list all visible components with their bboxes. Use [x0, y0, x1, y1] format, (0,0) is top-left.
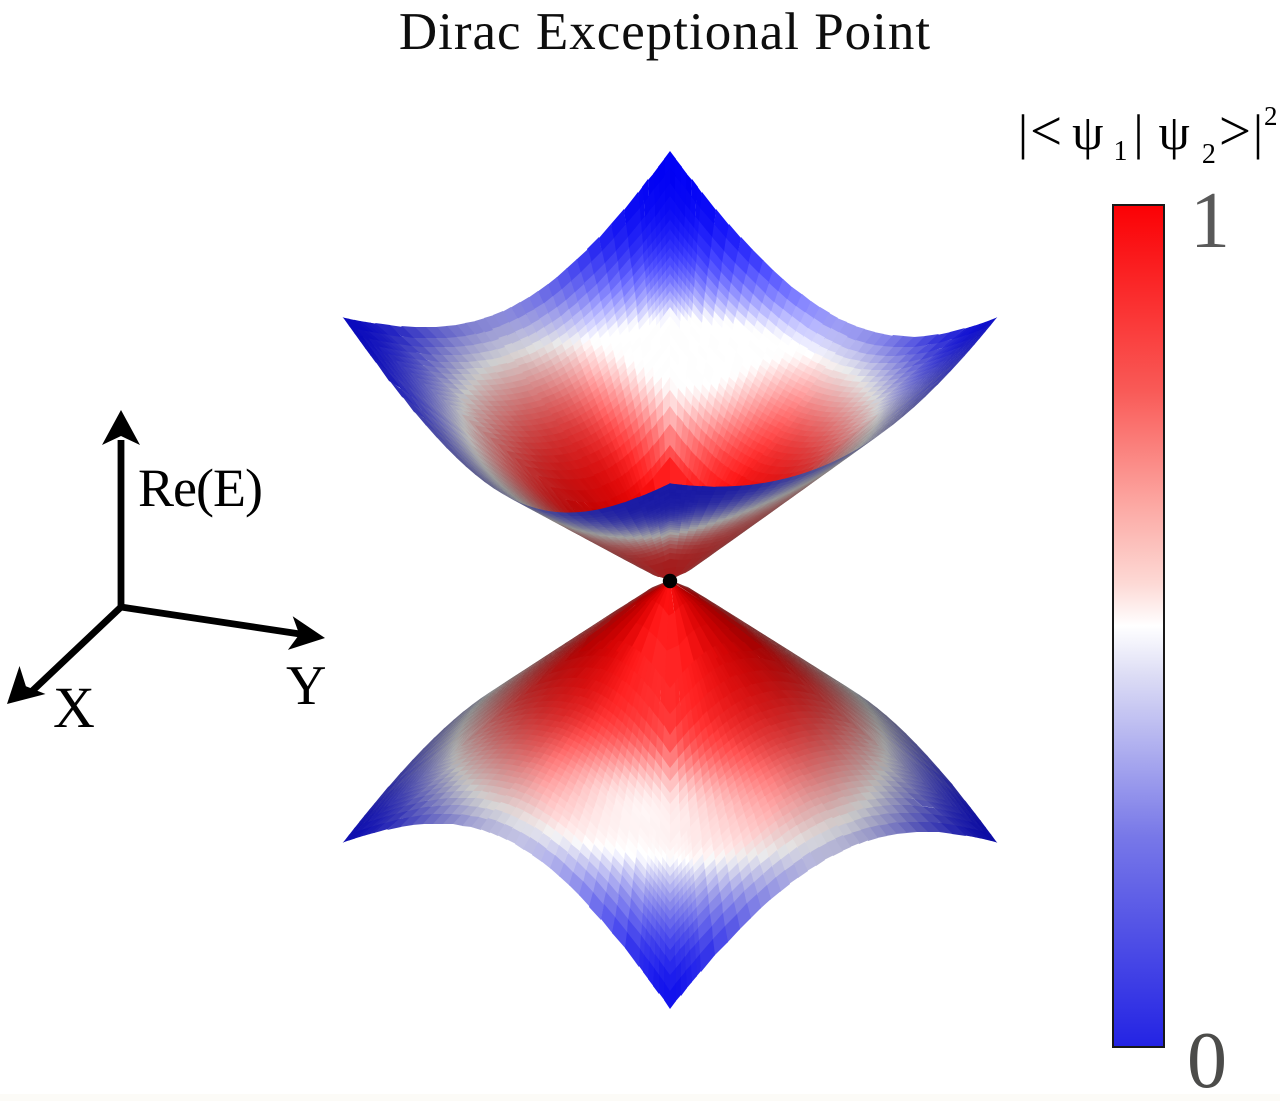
svg-text:Y: Y: [286, 655, 326, 717]
svg-text:Re(E): Re(E): [138, 458, 262, 518]
svg-text:X: X: [53, 675, 95, 740]
